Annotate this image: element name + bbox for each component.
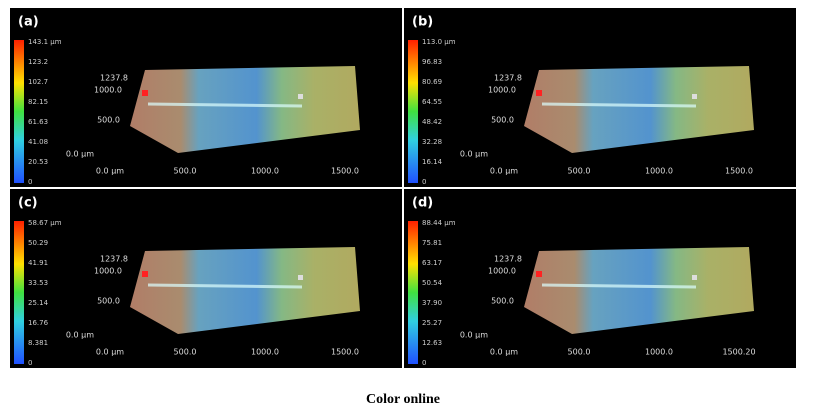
scale-label: 143.1 µm	[28, 38, 62, 46]
marker	[298, 275, 303, 280]
scale-label: 25.27	[422, 319, 442, 327]
marker	[536, 271, 542, 277]
scale-label: 8.381	[28, 339, 48, 347]
caption: Color online	[366, 392, 440, 407]
panel-label: (c)	[18, 196, 38, 211]
x-axis-label: 1000.0	[251, 348, 279, 357]
scale-label: 37.90	[422, 299, 442, 307]
scale-label: 58.67 µm	[28, 219, 62, 227]
profile-line	[541, 102, 697, 108]
x-axis-label: 1500.0	[331, 348, 359, 357]
x-axis-label: 0.0 µm	[490, 348, 518, 357]
x-axis-label: 0.0 µm	[490, 167, 518, 176]
scale-label: 0	[28, 178, 32, 186]
scale-label: 75.81	[422, 239, 442, 247]
y-axis-label: 1000.0	[94, 267, 122, 276]
panel: (d) 88.44 µm 75.81 63.17 50.54 37.90 25.27 12.6…	[404, 189, 796, 368]
y-axis-label: 1237.8	[100, 255, 128, 264]
scale-label: 64.55	[422, 98, 442, 106]
color-bar	[14, 221, 24, 364]
scale-label: 80.69	[422, 78, 442, 86]
x-axis-label: 0.0 µm	[96, 348, 124, 357]
panel-label: (a)	[18, 15, 39, 30]
scale-label: 32.28	[422, 138, 442, 146]
x-axis-label: 1000.0	[645, 167, 673, 176]
y-axis-label: 500.0	[97, 297, 120, 306]
scale-label: 0	[28, 359, 32, 367]
scale-label: 61.63	[28, 118, 48, 126]
x-axis-label: 500.0	[174, 167, 197, 176]
x-axis-label: 1500.0	[725, 167, 753, 176]
y-axis-label: 1000.0	[488, 86, 516, 95]
scale-label: 16.76	[28, 319, 49, 327]
marker	[692, 275, 697, 280]
scale-label: 50.29	[28, 239, 48, 247]
scale-label: 48.42	[422, 118, 442, 126]
x-axis-label: 0.0 µm	[96, 167, 124, 176]
scale-label: 20.53	[28, 158, 48, 166]
x-axis-label: 500.0	[568, 348, 591, 357]
scale-label: 123.2	[28, 58, 48, 66]
scale-label: 0	[422, 178, 426, 186]
y-axis-label: 1000.0	[488, 267, 516, 276]
scale-label: 41.08	[28, 138, 48, 146]
x-axis-label: 1000.0	[251, 167, 279, 176]
panel: (b) 113.0 µm 96.83 80.69 64.55 48.42 32.28 16.1…	[404, 8, 796, 187]
marker	[298, 94, 303, 99]
scale-label: 96.83	[422, 58, 442, 66]
scale-label: 33.53	[28, 279, 48, 287]
x-axis-label: 500.0	[174, 348, 197, 357]
color-bar	[408, 221, 418, 364]
y-axis-label: 1000.0	[94, 86, 122, 95]
profile-line	[541, 283, 697, 289]
y-axis-label: 500.0	[97, 116, 120, 125]
scale-label: 0	[422, 359, 426, 367]
scale-label: 82.15	[28, 98, 48, 106]
y-axis-label: 500.0	[491, 116, 514, 125]
y-axis-label: 1237.8	[494, 74, 522, 83]
scale-label: 63.17	[422, 259, 442, 267]
y-axis-label: 0.0 µm	[66, 150, 94, 159]
marker	[142, 90, 148, 96]
marker	[692, 94, 697, 99]
surface	[524, 247, 754, 334]
profile-line	[147, 102, 303, 108]
color-bar	[14, 40, 24, 183]
panel-label: (b)	[412, 15, 433, 30]
scale-label: 12.63	[422, 339, 442, 347]
color-bar	[408, 40, 418, 183]
scale-label: 50.54	[422, 279, 443, 287]
profile-line	[147, 283, 303, 289]
surface	[524, 66, 754, 153]
y-axis-label: 500.0	[491, 297, 514, 306]
panel: (c) 58.67 µm 50.29 41.91 33.53 25.14 16.76 8.38…	[10, 189, 402, 368]
y-axis-label: 1237.8	[100, 74, 128, 83]
x-axis-label: 1500.20	[722, 348, 755, 357]
y-axis-label: 0.0 µm	[66, 331, 94, 340]
scale-label: 113.0 µm	[422, 38, 456, 46]
marker	[536, 90, 542, 96]
marker	[142, 271, 148, 277]
x-axis-label: 1500.0	[331, 167, 359, 176]
y-axis-label: 0.0 µm	[460, 150, 488, 159]
scale-label: 88.44 µm	[422, 219, 456, 227]
panel: (a) 143.1 µm 123.2 102.7 82.15 61.63 41.08 20.5…	[10, 8, 402, 187]
x-axis-label: 1000.0	[645, 348, 673, 357]
scale-label: 102.7	[28, 78, 48, 86]
panel-label: (d)	[412, 196, 433, 211]
surface	[130, 66, 360, 153]
scale-label: 16.14	[422, 158, 443, 166]
y-axis-label: 0.0 µm	[460, 331, 488, 340]
scale-label: 41.91	[28, 259, 48, 267]
x-axis-label: 500.0	[568, 167, 591, 176]
y-axis-label: 1237.8	[494, 255, 522, 264]
surface	[130, 247, 360, 334]
scale-label: 25.14	[28, 299, 49, 307]
